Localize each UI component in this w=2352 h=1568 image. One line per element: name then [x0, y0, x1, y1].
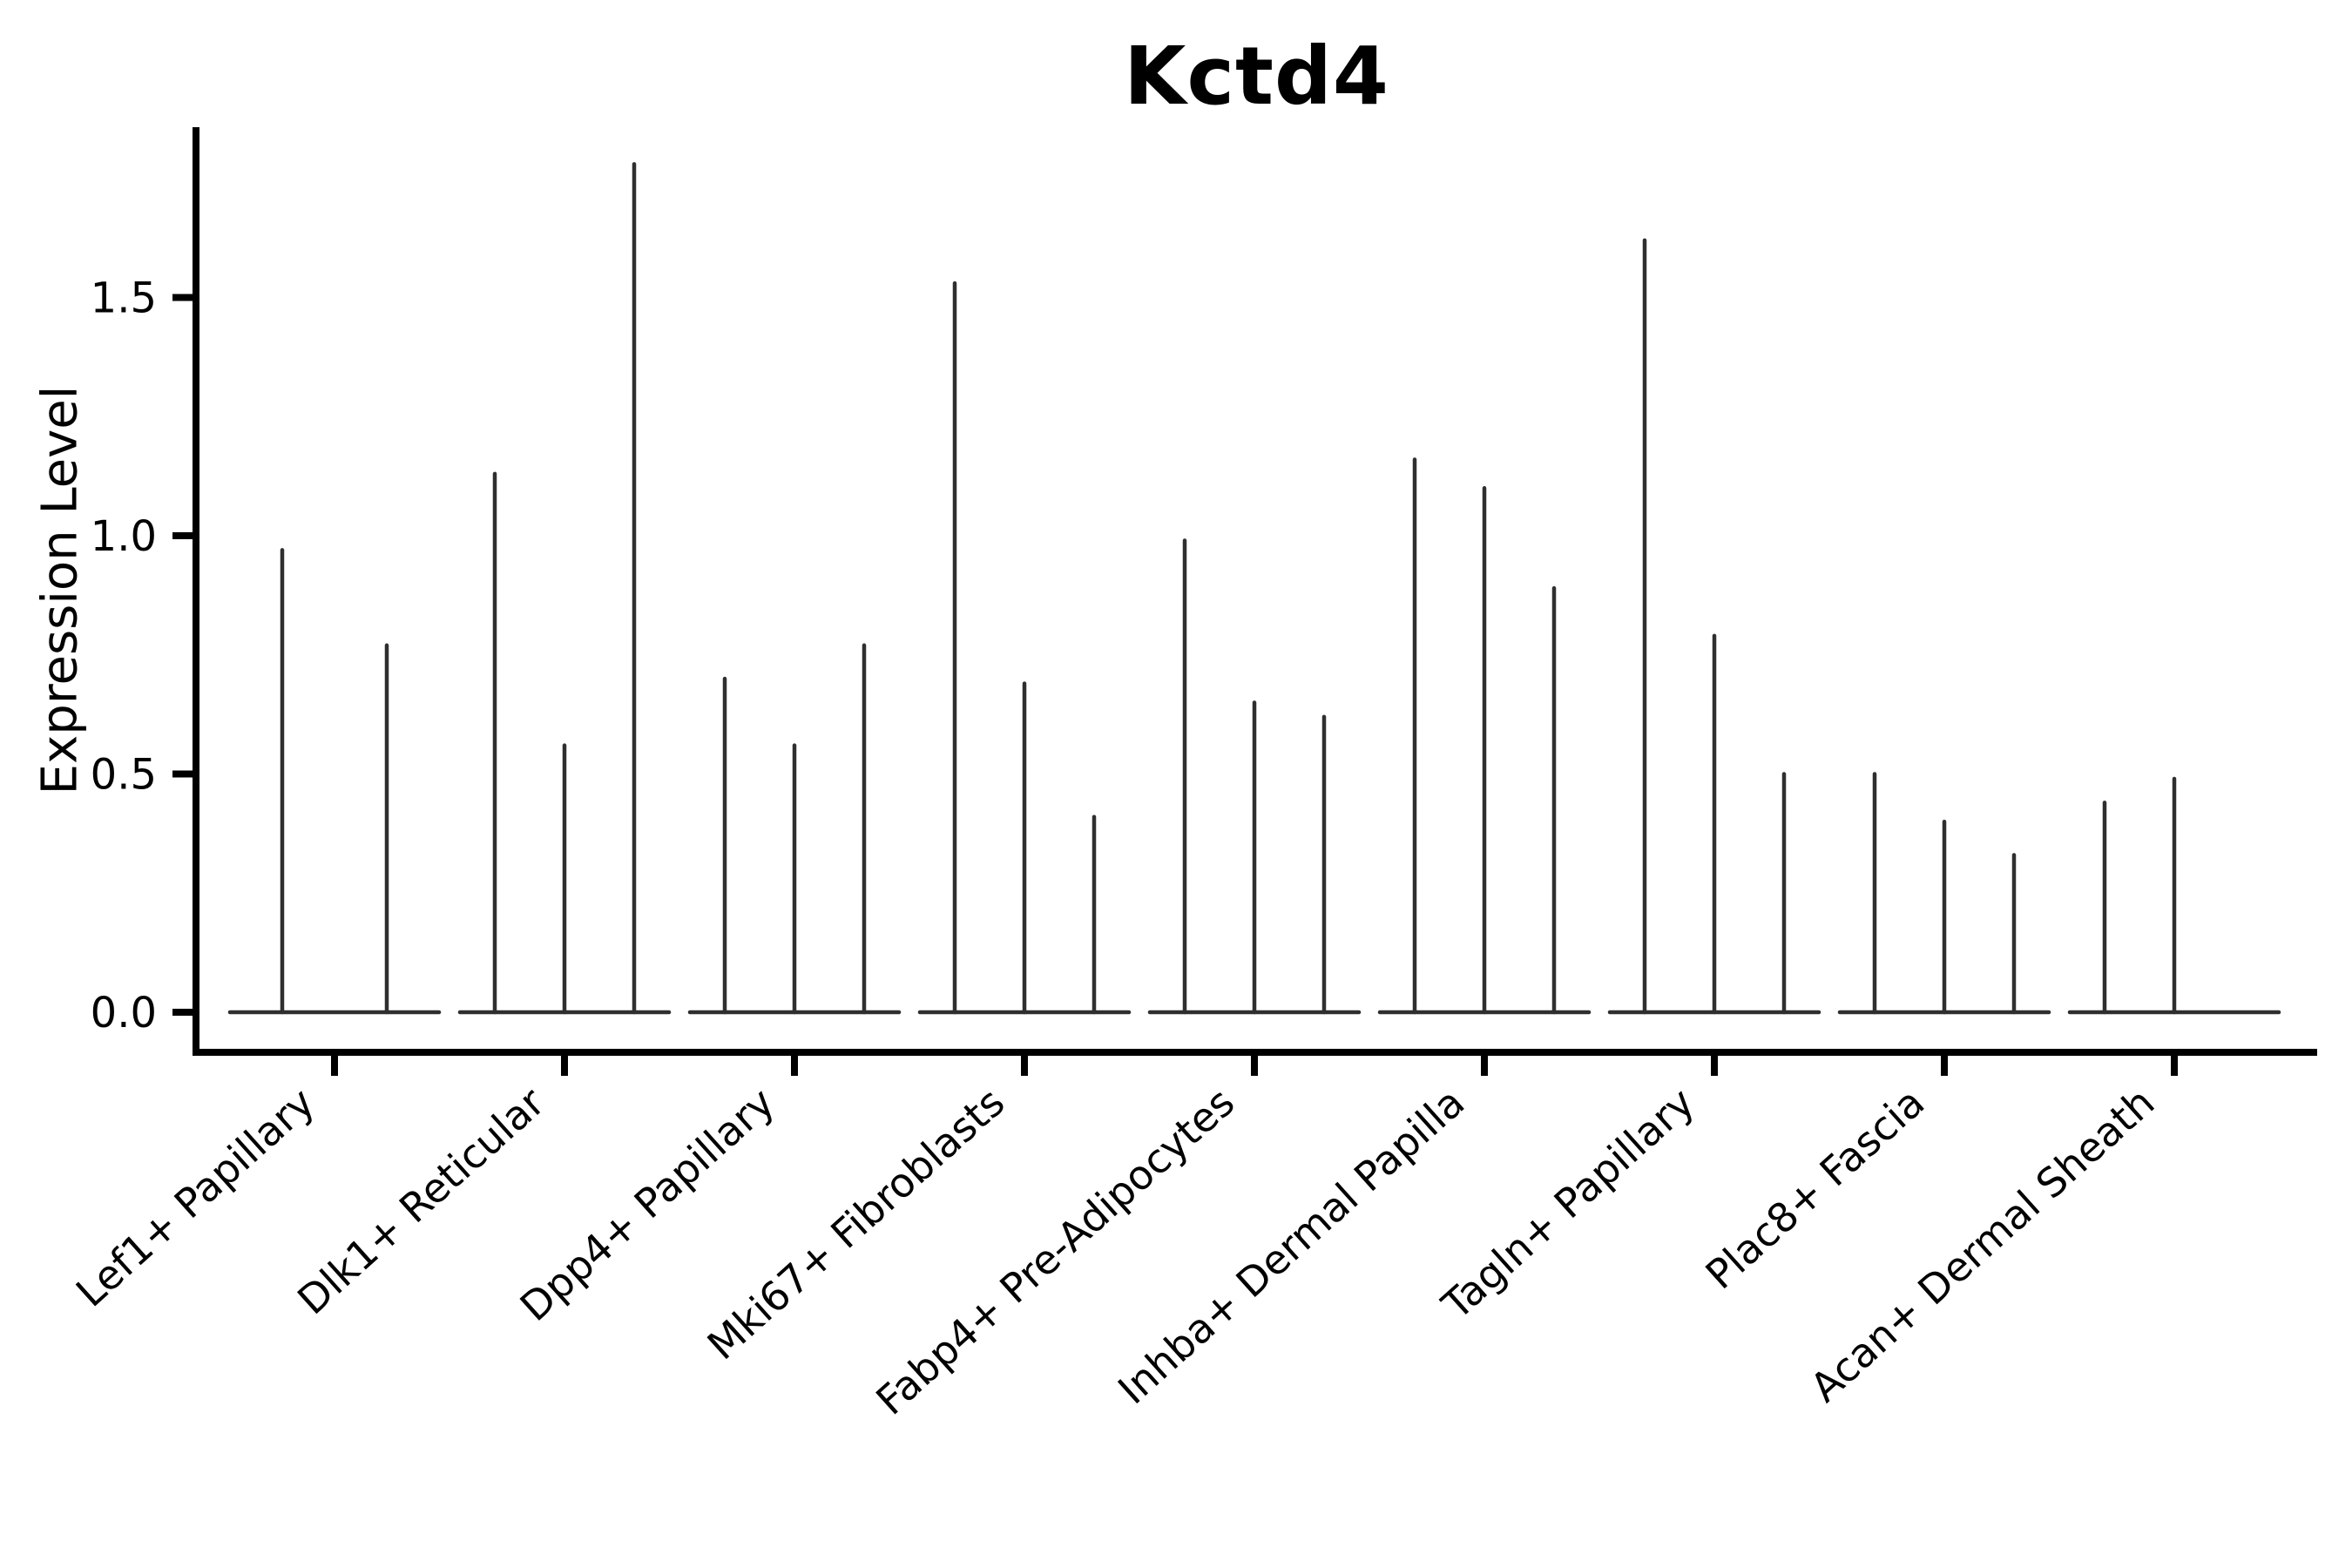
y-tick-label: 0.5 [91, 750, 157, 799]
x-tick-label: Tagln+ Papillary [1432, 1078, 1703, 1329]
y-tick-label: 1.0 [91, 512, 157, 561]
x-tick-label: Plac8+ Fascia [1697, 1078, 1934, 1298]
y-tick-label: 1.5 [91, 274, 157, 322]
x-tick-label: Lef1+ Papillary [67, 1078, 323, 1316]
x-tick-label: Dlk1+ Reticular [288, 1078, 553, 1323]
x-tick-label: Dpp4+ Papillary [511, 1078, 784, 1330]
chart-title: Kctd4 [1124, 30, 1389, 123]
y-tick-label: 0.0 [91, 989, 157, 1037]
